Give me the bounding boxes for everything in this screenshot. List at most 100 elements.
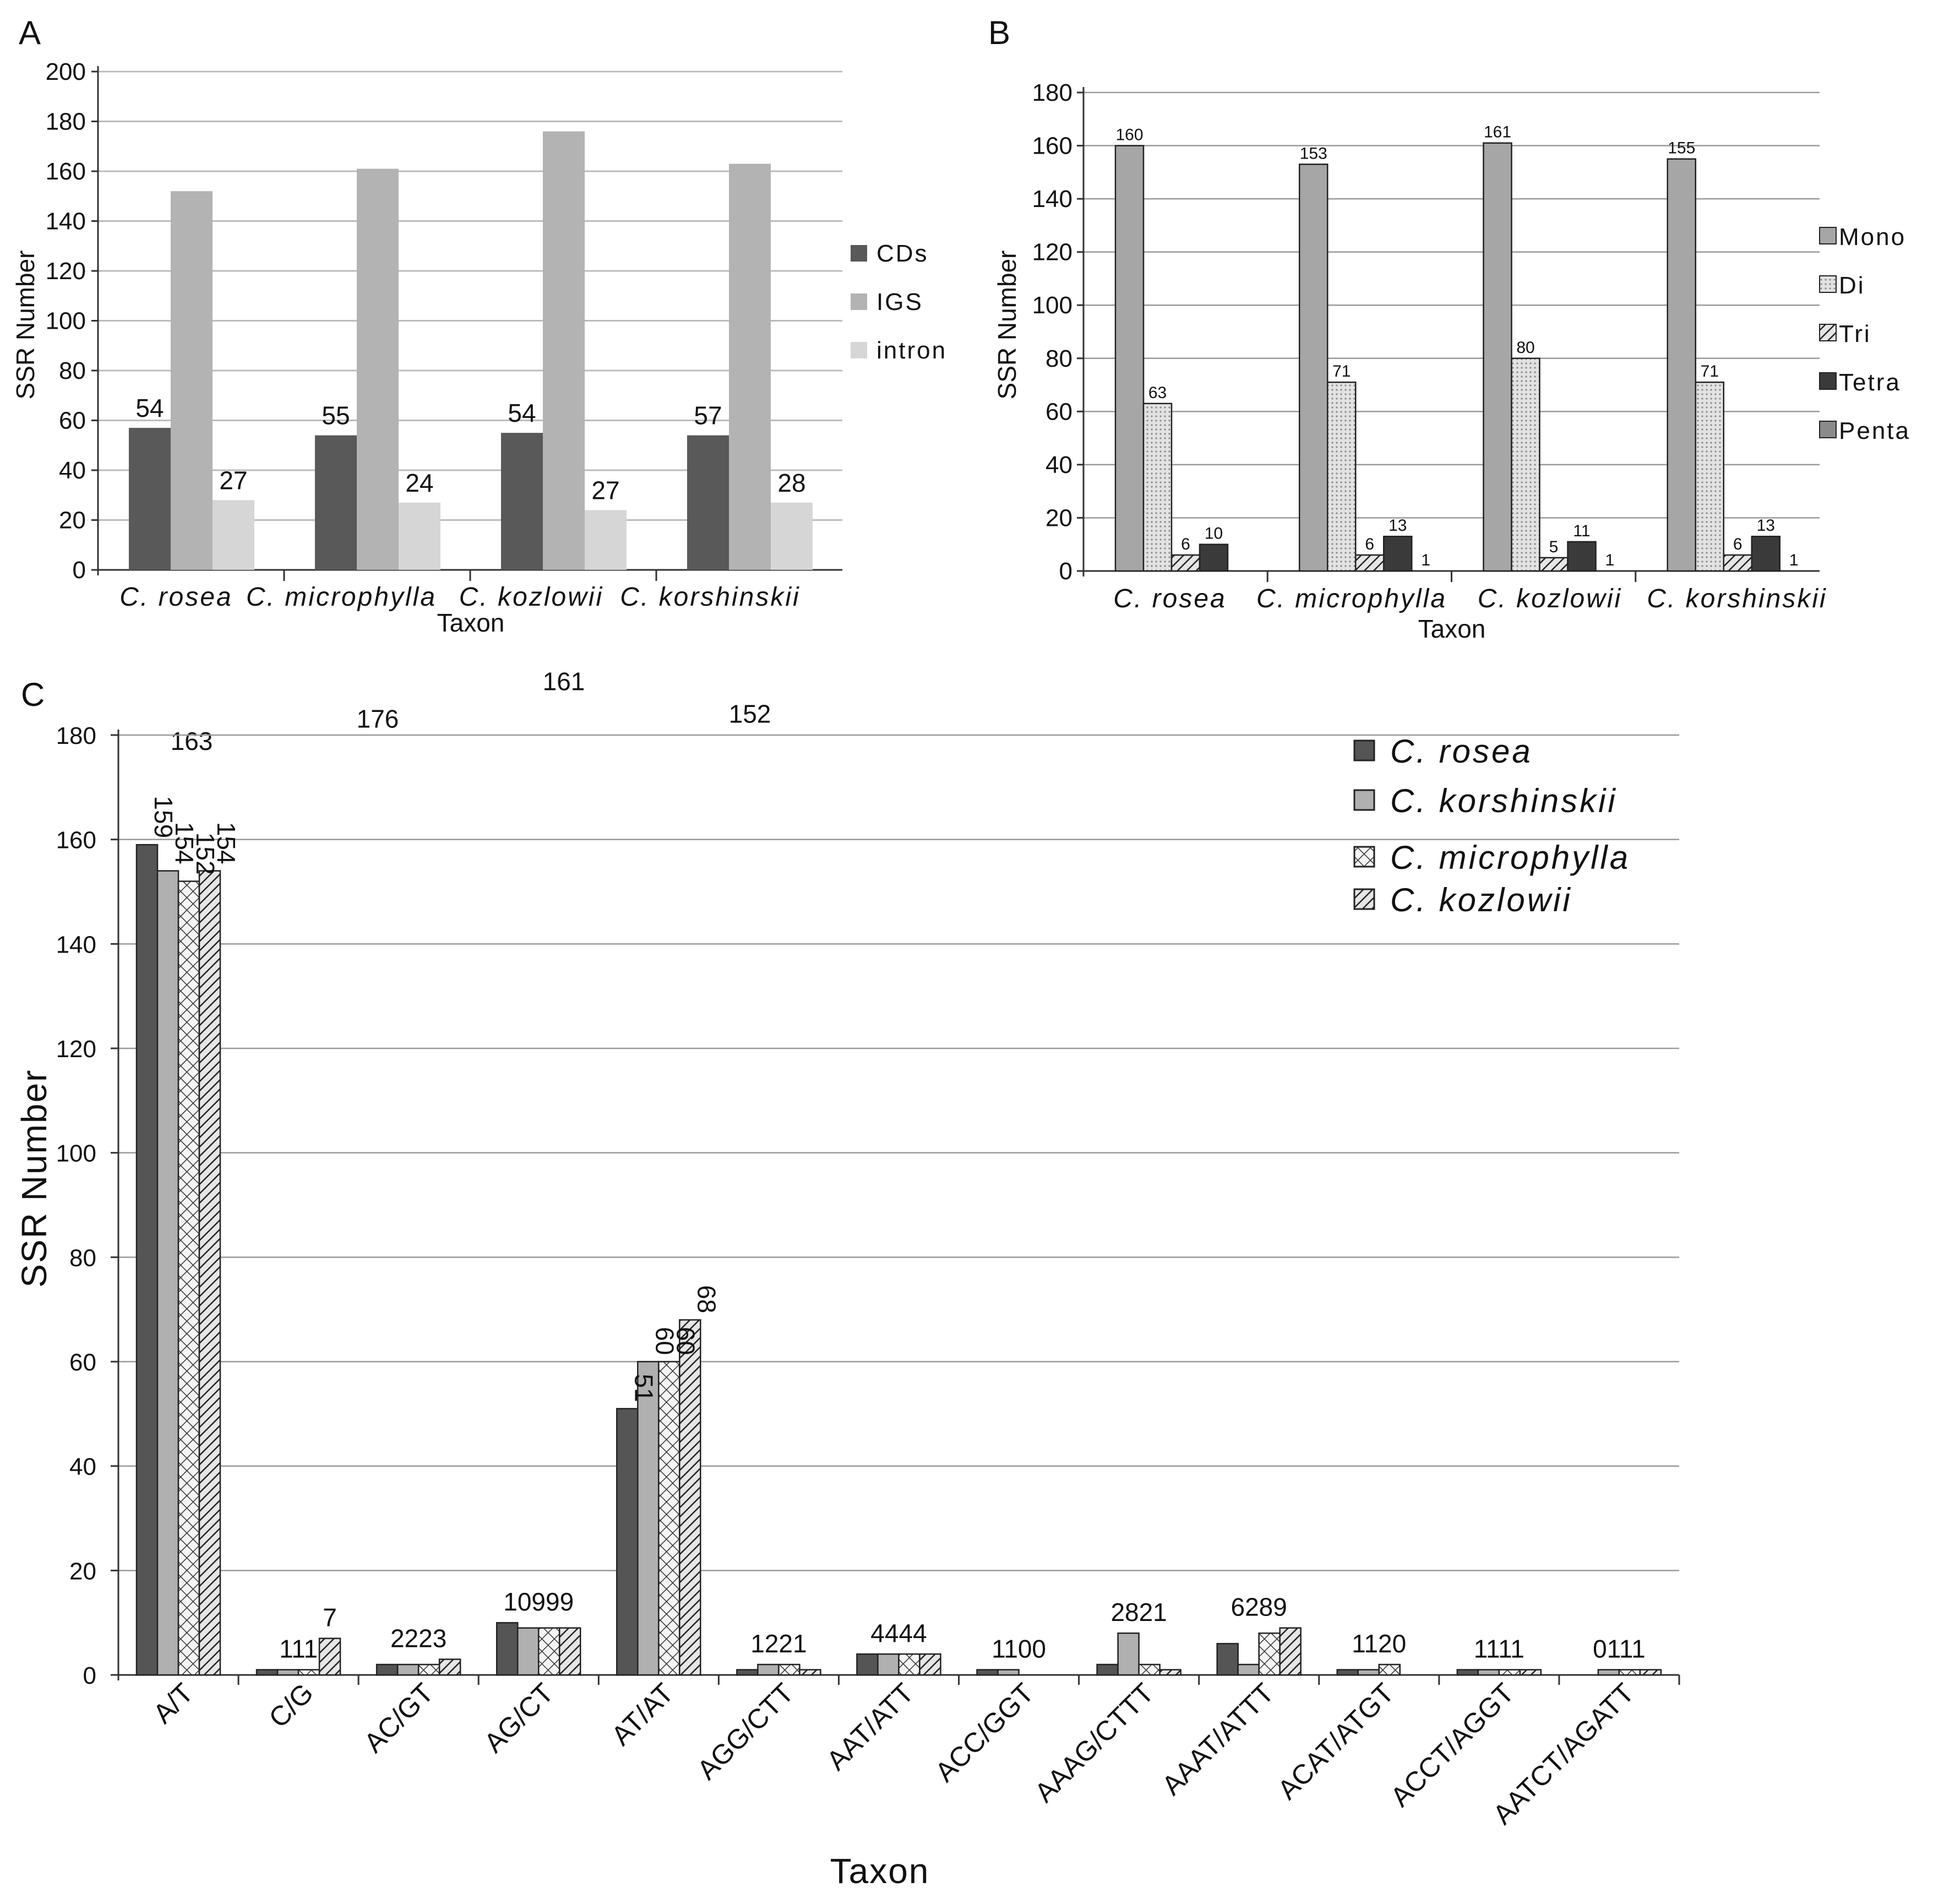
x-category-label: C. rosea bbox=[119, 583, 232, 612]
legend-label: Di bbox=[1839, 272, 1865, 299]
data-label: 71 bbox=[1701, 362, 1719, 380]
data-label-group: 10999 bbox=[503, 1587, 574, 1616]
legend-swatch bbox=[1353, 846, 1375, 868]
bar-intron bbox=[213, 500, 254, 570]
data-label: 1 bbox=[1421, 551, 1430, 569]
bar-c-korshinskii bbox=[1357, 1669, 1380, 1676]
y-tick-label: 160 bbox=[56, 827, 96, 854]
data-label: 27 bbox=[591, 476, 619, 504]
legend-label: Penta bbox=[1839, 417, 1910, 444]
bar-c-kozlowii bbox=[558, 1627, 581, 1676]
y-tick-label: 160 bbox=[46, 158, 86, 185]
y-tick-label: 20 bbox=[59, 507, 86, 534]
legend-label: intron bbox=[876, 337, 947, 364]
y-tick-label: 40 bbox=[1046, 451, 1072, 478]
bar-tetra bbox=[1751, 535, 1780, 572]
bar-c-microphylla bbox=[1258, 1632, 1281, 1676]
y-axis-title: SSR Number bbox=[14, 1069, 54, 1288]
panel-letter-b: B bbox=[988, 14, 1010, 51]
x-category-label: C. kozlowii bbox=[1478, 584, 1622, 613]
legend-label: C. kozlowii bbox=[1390, 882, 1572, 918]
data-label-group: 111 bbox=[279, 1635, 318, 1663]
legend-swatch-di bbox=[1819, 275, 1837, 293]
data-label-group: 1111 bbox=[1474, 1635, 1524, 1663]
y-tick-label: 100 bbox=[56, 1140, 96, 1167]
bar-c-kozlowii bbox=[679, 1319, 701, 1676]
bar-c-korshinskii bbox=[276, 1669, 300, 1676]
bar-c-korshinskii bbox=[516, 1627, 540, 1676]
bar-c-microphylla bbox=[537, 1627, 560, 1676]
legend-swatch bbox=[1353, 789, 1375, 811]
x-axis-title: Taxon bbox=[437, 608, 505, 637]
data-label-group: 2821 bbox=[1110, 1598, 1167, 1626]
y-tick-label: 80 bbox=[1046, 345, 1072, 372]
bar-di bbox=[1695, 381, 1724, 572]
data-label: 13 bbox=[1389, 516, 1407, 535]
bar-c-rosea bbox=[1096, 1663, 1119, 1676]
data-label-group: 1100 bbox=[992, 1635, 1046, 1663]
data-label: 163 bbox=[171, 727, 213, 755]
data-label-rotated: 68 bbox=[692, 1285, 721, 1313]
bar-c-microphylla bbox=[658, 1361, 680, 1676]
panel-letter-c: C bbox=[21, 676, 45, 713]
bar-c-microphylla bbox=[177, 880, 200, 1676]
bar-c-kozlowii bbox=[1639, 1669, 1662, 1676]
data-label-rotated: 152 bbox=[191, 833, 220, 875]
data-label: 27 bbox=[219, 466, 247, 494]
legend-label: C. korshinskii bbox=[1390, 782, 1618, 819]
data-label: 63 bbox=[1148, 384, 1167, 402]
bar-igs bbox=[729, 164, 771, 570]
bar-c-korshinskii bbox=[757, 1663, 780, 1676]
x-category-label: AC/GT bbox=[358, 1677, 439, 1759]
data-label-group: 1221 bbox=[750, 1629, 807, 1658]
data-label: 11 bbox=[1573, 522, 1590, 540]
bar-c-microphylla bbox=[1138, 1663, 1161, 1676]
data-label: 55 bbox=[322, 401, 350, 430]
y-tick-label: 160 bbox=[1032, 133, 1072, 160]
y-tick-label: 100 bbox=[1032, 292, 1072, 319]
bar-c-korshinskii bbox=[637, 1361, 660, 1676]
data-label-rotated: 60 bbox=[671, 1327, 700, 1355]
bar-c-rosea bbox=[1336, 1669, 1359, 1676]
y-tick-label: 20 bbox=[69, 1558, 96, 1585]
x-category-label: AAT/ATT bbox=[821, 1677, 920, 1776]
y-tick-label: 140 bbox=[1032, 186, 1072, 213]
data-label-rotated: 154 bbox=[212, 822, 241, 864]
bar-c-korshinskii bbox=[1477, 1669, 1500, 1676]
data-label: 160 bbox=[1115, 126, 1143, 144]
bar-c-rosea bbox=[135, 844, 159, 1676]
data-label: 57 bbox=[694, 401, 722, 430]
x-axis-title: Taxon bbox=[1418, 614, 1486, 643]
data-label: 6 bbox=[1733, 535, 1743, 553]
x-category-label: AAAG/CTTT bbox=[1028, 1677, 1159, 1808]
x-category-label: C. korshinskii bbox=[1647, 584, 1827, 613]
legend-label: C. rosea bbox=[1390, 733, 1533, 770]
y-tick-label: 140 bbox=[46, 208, 86, 235]
legend-label: Mono bbox=[1839, 224, 1906, 251]
legend-swatch-penta bbox=[1819, 421, 1837, 438]
data-label: 155 bbox=[1668, 139, 1695, 157]
y-tick-label: 100 bbox=[46, 308, 86, 335]
bar-c-rosea bbox=[1216, 1642, 1239, 1676]
bar-c-rosea bbox=[856, 1653, 879, 1676]
y-tick-label: 60 bbox=[69, 1349, 96, 1376]
bar-igs bbox=[171, 191, 213, 570]
data-label-group: 4444 bbox=[870, 1619, 927, 1647]
bar-c-microphylla bbox=[297, 1669, 320, 1676]
data-label: 54 bbox=[508, 399, 536, 427]
data-label: 152 bbox=[729, 699, 771, 728]
bar-cds bbox=[501, 433, 543, 570]
chart-panel-c: 020406080100120140160180159154152154A/T1… bbox=[14, 722, 1680, 1891]
bar-c-kozlowii bbox=[1279, 1627, 1302, 1676]
x-category-label: ACAT/ATGT bbox=[1272, 1677, 1400, 1805]
data-label-rotated: 60 bbox=[650, 1327, 679, 1355]
bar-igs bbox=[357, 168, 399, 570]
y-tick-label: 140 bbox=[56, 931, 96, 958]
x-category-label: C. korshinskii bbox=[620, 583, 800, 612]
bar-c-kozlowii bbox=[318, 1638, 341, 1676]
legend-swatch-cds bbox=[851, 245, 867, 262]
bar-di bbox=[1511, 357, 1540, 572]
bar-intron bbox=[399, 502, 440, 570]
